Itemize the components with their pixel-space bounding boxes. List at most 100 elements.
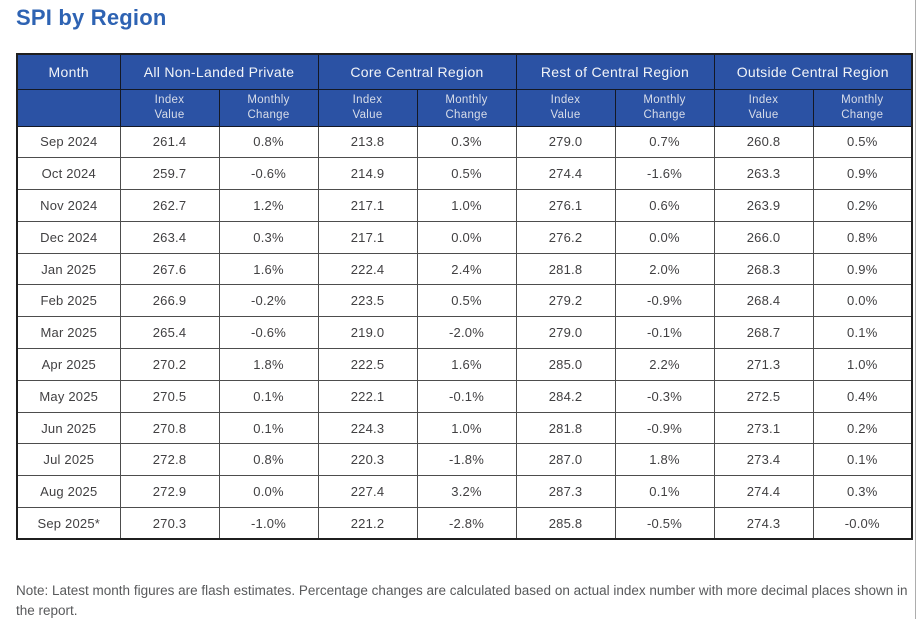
month-cell: Aug 2025 bbox=[16, 475, 121, 509]
monthly-change-cell: -0.6% bbox=[218, 316, 319, 350]
table-row: Jul 2025 272.8 0.8% 220.3 -1.8% 287.0 1.8% 273.… bbox=[16, 443, 913, 477]
monthly-change-cell: -0.1% bbox=[416, 379, 517, 413]
table-row: Mar 2025 265.4 -0.6% 219.0 -2.0% 279.0 -0.1% 26… bbox=[16, 316, 913, 350]
index-value-cell: 265.4 bbox=[119, 316, 220, 350]
monthly-change-cell: 0.1% bbox=[812, 443, 913, 477]
group-header-rest-of-central-region: Rest of Central Region bbox=[515, 53, 715, 90]
index-value-cell: 268.4 bbox=[713, 284, 814, 318]
index-value-cell: 270.8 bbox=[119, 411, 220, 445]
monthly-change-cell: 0.0% bbox=[416, 220, 517, 254]
monthly-change-cell: 0.1% bbox=[614, 475, 715, 509]
index-value-cell: 274.4 bbox=[713, 475, 814, 509]
index-value-cell: 271.3 bbox=[713, 348, 814, 381]
monthly-change-cell: -0.1% bbox=[614, 316, 715, 350]
index-value-cell: 287.3 bbox=[515, 475, 616, 509]
monthly-change-cell: -1.6% bbox=[614, 157, 715, 191]
index-value-cell: 270.2 bbox=[119, 348, 220, 381]
index-value-cell: 285.8 bbox=[515, 507, 616, 540]
table-row: Apr 2025 270.2 1.8% 222.5 1.6% 285.0 2.2% 271.3… bbox=[16, 348, 913, 381]
monthly-change-cell: 1.8% bbox=[614, 443, 715, 477]
index-value-cell: 272.8 bbox=[119, 443, 220, 477]
index-value-cell: 259.7 bbox=[119, 157, 220, 191]
index-value-cell: 281.8 bbox=[515, 411, 616, 445]
monthly-change-cell: 1.0% bbox=[416, 189, 517, 222]
table-row: Jun 2025 270.8 0.1% 224.3 1.0% 281.8 -0.9% 273.… bbox=[16, 411, 913, 445]
column-header-month: Month bbox=[16, 53, 121, 90]
monthly-change-cell: 0.4% bbox=[812, 379, 913, 413]
index-value-cell: 222.1 bbox=[317, 379, 418, 413]
monthly-change-cell: 3.2% bbox=[416, 475, 517, 509]
month-cell: Oct 2024 bbox=[16, 157, 121, 191]
spi-by-region-table: Month All Non-Landed Private Core Centra… bbox=[16, 53, 913, 541]
subheader-index-value: Index Value bbox=[515, 88, 616, 127]
index-value-cell: 260.8 bbox=[713, 125, 814, 159]
month-cell: Feb 2025 bbox=[16, 284, 121, 318]
footnote: Note: Latest month figures are flash est… bbox=[16, 583, 908, 619]
subheader-monthly-change: Monthly Change bbox=[812, 88, 913, 127]
subheader-monthly-change: Monthly Change bbox=[614, 88, 715, 127]
monthly-change-cell: 0.1% bbox=[812, 316, 913, 350]
table-row: Jan 2025 267.6 1.6% 222.4 2.4% 281.8 2.0% 268.3… bbox=[16, 252, 913, 286]
index-value-cell: 267.6 bbox=[119, 252, 220, 286]
index-value-cell: 273.1 bbox=[713, 411, 814, 445]
index-value-cell: 217.1 bbox=[317, 189, 418, 222]
index-value-cell: 262.7 bbox=[119, 189, 220, 222]
monthly-change-cell: 2.4% bbox=[416, 252, 517, 286]
index-value-cell: 272.5 bbox=[713, 379, 814, 413]
index-value-cell: 222.4 bbox=[317, 252, 418, 286]
index-value-cell: 223.5 bbox=[317, 284, 418, 318]
table-row: Oct 2024 259.7 -0.6% 214.9 0.5% 274.4 -1.6% 263… bbox=[16, 157, 913, 191]
table-row: Aug 2025 272.9 0.0% 227.4 3.2% 287.3 0.1% 274.4… bbox=[16, 475, 913, 509]
index-value-cell: 272.9 bbox=[119, 475, 220, 509]
index-value-cell: 224.3 bbox=[317, 411, 418, 445]
month-cell: Apr 2025 bbox=[16, 348, 121, 381]
monthly-change-cell: 0.3% bbox=[218, 220, 319, 254]
index-value-cell: 276.2 bbox=[515, 220, 616, 254]
table-header: Month All Non-Landed Private Core Centra… bbox=[16, 53, 913, 127]
table-row: Sep 2025* 270.3 -1.0% 221.2 -2.8% 285.8 -0.5% 2… bbox=[16, 507, 913, 540]
month-cell: Jul 2025 bbox=[16, 443, 121, 477]
monthly-change-cell: 1.2% bbox=[218, 189, 319, 222]
monthly-change-cell: -1.8% bbox=[416, 443, 517, 477]
monthly-change-cell: 0.5% bbox=[416, 284, 517, 318]
index-value-cell: 213.8 bbox=[317, 125, 418, 159]
monthly-change-cell: 0.9% bbox=[812, 252, 913, 286]
monthly-change-cell: 2.0% bbox=[614, 252, 715, 286]
index-value-cell: 274.4 bbox=[515, 157, 616, 191]
monthly-change-cell: -0.5% bbox=[614, 507, 715, 540]
index-value-cell: 217.1 bbox=[317, 220, 418, 254]
monthly-change-cell: 0.8% bbox=[812, 220, 913, 254]
index-value-cell: 273.4 bbox=[713, 443, 814, 477]
subheader-monthly-change: Monthly Change bbox=[218, 88, 319, 127]
month-cell: May 2025 bbox=[16, 379, 121, 413]
month-cell: Nov 2024 bbox=[16, 189, 121, 222]
index-value-cell: 279.0 bbox=[515, 125, 616, 159]
monthly-change-cell: 1.6% bbox=[218, 252, 319, 286]
index-value-cell: 285.0 bbox=[515, 348, 616, 381]
monthly-change-cell: 0.5% bbox=[416, 157, 517, 191]
region-header-row: Month All Non-Landed Private Core Centra… bbox=[16, 53, 913, 90]
monthly-change-cell: 1.0% bbox=[812, 348, 913, 381]
monthly-change-cell: 1.0% bbox=[416, 411, 517, 445]
monthly-change-cell: 0.2% bbox=[812, 411, 913, 445]
monthly-change-cell: 1.8% bbox=[218, 348, 319, 381]
monthly-change-cell: -1.0% bbox=[218, 507, 319, 540]
monthly-change-cell: 0.6% bbox=[614, 189, 715, 222]
index-value-cell: 268.3 bbox=[713, 252, 814, 286]
monthly-change-cell: 0.8% bbox=[218, 443, 319, 477]
index-value-cell: 263.4 bbox=[119, 220, 220, 254]
monthly-change-cell: 0.5% bbox=[812, 125, 913, 159]
subheader-index-value: Index Value bbox=[119, 88, 220, 127]
month-cell: Jan 2025 bbox=[16, 252, 121, 286]
subheader-monthly-change: Monthly Change bbox=[416, 88, 517, 127]
monthly-change-cell: -0.0% bbox=[812, 507, 913, 540]
monthly-change-cell: -2.8% bbox=[416, 507, 517, 540]
subheader-index-value: Index Value bbox=[317, 88, 418, 127]
index-value-cell: 287.0 bbox=[515, 443, 616, 477]
index-value-cell: 263.3 bbox=[713, 157, 814, 191]
month-cell: Mar 2025 bbox=[16, 316, 121, 350]
table-row: Feb 2025 266.9 -0.2% 223.5 0.5% 279.2 -0.9% 268… bbox=[16, 284, 913, 318]
monthly-change-cell: 0.1% bbox=[218, 411, 319, 445]
index-value-cell: 221.2 bbox=[317, 507, 418, 540]
monthly-change-cell: 0.0% bbox=[218, 475, 319, 509]
